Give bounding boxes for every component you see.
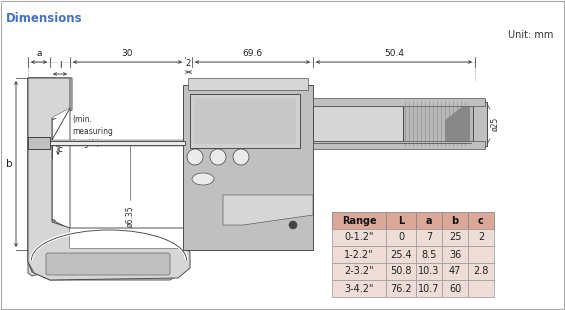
Polygon shape [28,78,190,280]
Bar [313,141,485,149]
Bar [332,212,386,229]
Bar [468,280,494,297]
Circle shape [210,149,226,165]
Polygon shape [223,195,313,225]
Bar [183,85,313,250]
Text: 10.3: 10.3 [418,267,440,277]
Text: 3-4.2": 3-4.2" [344,284,374,294]
Bar [468,229,494,246]
Circle shape [289,221,297,229]
Text: 25.4: 25.4 [390,250,412,259]
Text: c: c [58,144,63,153]
Text: 8.5: 8.5 [421,250,437,259]
Bar [442,263,468,280]
Bar [386,246,416,263]
Bar [332,263,386,280]
Bar [468,246,494,263]
Bar [386,263,416,280]
Text: ø6.35: ø6.35 [125,205,134,227]
Circle shape [187,149,203,165]
Polygon shape [28,78,55,276]
Bar [442,280,468,297]
Text: 47: 47 [449,267,461,277]
Text: 0: 0 [398,232,404,242]
Bar [416,263,442,280]
Text: l: l [59,61,62,70]
Bar [386,280,416,297]
Text: 50.4: 50.4 [384,50,404,59]
Polygon shape [445,102,470,146]
Text: 10.7: 10.7 [418,284,440,294]
Ellipse shape [192,173,214,185]
Bar [188,78,308,90]
Text: L: L [398,215,404,225]
Text: (min.
measuring
length): (min. measuring length) [72,115,113,148]
Text: 76.2: 76.2 [390,284,412,294]
Text: 50.8: 50.8 [390,267,412,277]
Polygon shape [28,78,185,280]
Text: a: a [426,215,432,225]
Text: 60: 60 [449,284,461,294]
Bar [473,102,487,146]
Bar [386,212,416,229]
Text: 36: 36 [449,250,461,259]
Text: 1-2.2": 1-2.2" [344,250,374,259]
Bar [416,229,442,246]
Bar [50,140,185,146]
FancyBboxPatch shape [46,253,170,275]
Text: a: a [36,50,42,59]
Text: 2.8: 2.8 [473,267,489,277]
Bar [468,263,494,280]
Text: 0-1.2": 0-1.2" [344,232,374,242]
Text: Unit: mm: Unit: mm [507,30,553,40]
Bar [416,280,442,297]
Bar [442,246,468,263]
Text: b: b [451,215,459,225]
Text: 2: 2 [186,60,191,69]
Bar [468,212,494,229]
Bar [416,212,442,229]
Text: 2: 2 [478,232,484,242]
Circle shape [233,149,249,165]
Bar [332,246,386,263]
Text: c: c [478,215,484,225]
Bar [332,229,386,246]
Bar [442,229,468,246]
Polygon shape [28,78,70,108]
Text: 2-3.2": 2-3.2" [344,267,374,277]
Bar [313,98,485,106]
Text: ø25: ø25 [490,117,499,131]
Text: 30: 30 [121,50,133,59]
Text: b: b [6,159,12,169]
Bar [194,98,296,144]
Bar [403,100,485,148]
Bar [332,280,386,297]
Text: Range: Range [342,215,376,225]
Bar [28,137,50,149]
Polygon shape [52,108,185,248]
Bar [313,106,403,141]
Bar [386,229,416,246]
Bar [442,212,468,229]
FancyBboxPatch shape [190,94,300,148]
Text: 7: 7 [426,232,432,242]
Text: 25: 25 [449,232,461,242]
Text: Dimensions: Dimensions [6,12,82,25]
Bar [416,246,442,263]
Text: 69.6: 69.6 [242,50,263,59]
Bar [50,141,185,145]
